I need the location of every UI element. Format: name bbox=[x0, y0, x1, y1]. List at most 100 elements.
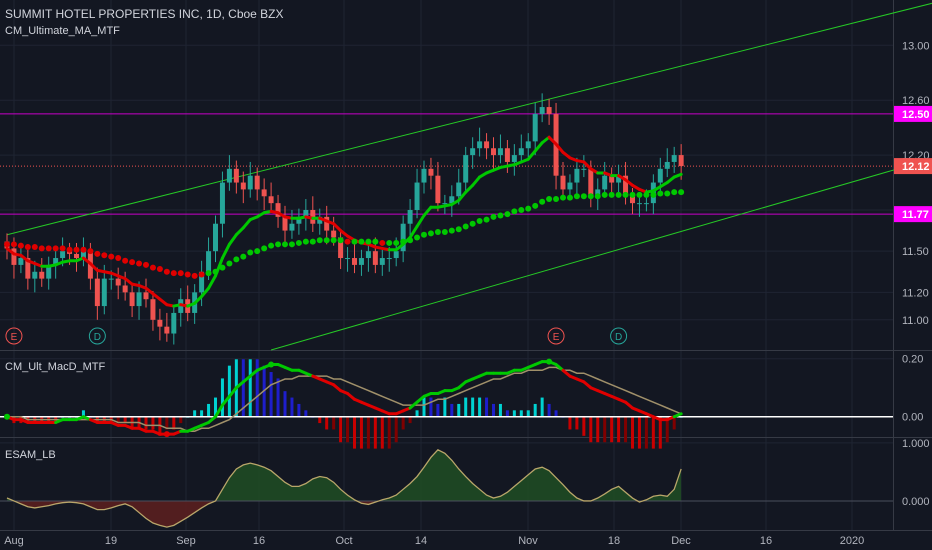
candle-body[interactable] bbox=[358, 258, 364, 265]
macd-histogram-bar[interactable] bbox=[554, 410, 558, 417]
candle-body[interactable] bbox=[463, 155, 469, 183]
ma-dot[interactable] bbox=[309, 238, 316, 245]
ma-dot[interactable] bbox=[275, 241, 282, 248]
ma-dot[interactable] bbox=[532, 202, 539, 209]
ma-dot[interactable] bbox=[295, 239, 302, 246]
earnings-marker[interactable]: E bbox=[547, 327, 565, 345]
ma-dot[interactable] bbox=[282, 241, 288, 248]
ma-dot[interactable] bbox=[108, 253, 115, 260]
candle-body[interactable] bbox=[32, 271, 38, 279]
ma-dot[interactable] bbox=[608, 191, 615, 198]
macd-cross-dot[interactable] bbox=[268, 361, 275, 368]
candle-body[interactable] bbox=[164, 326, 170, 334]
ma-dot[interactable] bbox=[184, 271, 191, 278]
ma-line-segment[interactable] bbox=[533, 141, 544, 153]
macd-line-segment[interactable] bbox=[457, 380, 468, 390]
macd-line-segment[interactable] bbox=[332, 383, 343, 393]
macd-histogram-bar[interactable] bbox=[172, 416, 176, 430]
ma-dot[interactable] bbox=[52, 245, 59, 252]
ma-dot[interactable] bbox=[129, 259, 136, 266]
dividend-marker[interactable]: D bbox=[610, 327, 628, 345]
ma-dot[interactable] bbox=[566, 194, 573, 201]
candle-body[interactable] bbox=[393, 251, 399, 259]
candle-body[interactable] bbox=[602, 175, 608, 190]
macd-cross-dot[interactable] bbox=[163, 431, 170, 438]
candle-body[interactable] bbox=[129, 292, 135, 307]
macd-histogram-bar[interactable] bbox=[672, 416, 676, 430]
candle-body[interactable] bbox=[546, 107, 552, 114]
ma-dot[interactable] bbox=[226, 260, 233, 267]
ma-line-segment[interactable] bbox=[207, 274, 217, 290]
candle-body[interactable] bbox=[94, 278, 100, 307]
ma-dot[interactable] bbox=[539, 198, 546, 205]
macd-histogram-bar[interactable] bbox=[318, 416, 322, 424]
macd-histogram-bar[interactable] bbox=[227, 365, 231, 417]
macd-line-segment[interactable] bbox=[624, 400, 634, 410]
candle-body[interactable] bbox=[289, 223, 295, 231]
candle-body[interactable] bbox=[18, 258, 24, 265]
ma-dot[interactable] bbox=[191, 272, 198, 279]
candle-body[interactable] bbox=[46, 264, 52, 279]
macd-histogram-bar[interactable] bbox=[346, 416, 350, 443]
ma-dot[interactable] bbox=[156, 266, 163, 273]
esam-pane[interactable] bbox=[0, 448, 893, 528]
ma-dot[interactable] bbox=[379, 239, 386, 246]
macd-histogram-bar[interactable] bbox=[665, 416, 669, 443]
candle-body[interactable] bbox=[616, 175, 622, 183]
candle-body[interactable] bbox=[609, 175, 615, 183]
macd-histogram-bar[interactable] bbox=[624, 416, 628, 443]
ma-dot[interactable] bbox=[386, 239, 393, 246]
ma-dot[interactable] bbox=[365, 238, 372, 245]
macd-histogram-bar[interactable] bbox=[339, 416, 343, 443]
ma-dot[interactable] bbox=[163, 268, 170, 275]
ma-dot[interactable] bbox=[254, 248, 261, 255]
macd-histogram-bar[interactable] bbox=[582, 416, 586, 436]
macd-line-segment[interactable] bbox=[241, 374, 252, 384]
macd-histogram-bar[interactable] bbox=[214, 397, 217, 417]
ma-dot[interactable] bbox=[358, 238, 365, 245]
ma-dot[interactable] bbox=[483, 216, 490, 223]
macd-line-segment[interactable] bbox=[248, 368, 259, 378]
candle-body[interactable] bbox=[122, 285, 128, 293]
macd-histogram-bar[interactable] bbox=[255, 359, 259, 417]
ma-dot[interactable] bbox=[261, 245, 268, 252]
macd-histogram-bar[interactable] bbox=[165, 416, 169, 430]
macd-histogram-bar[interactable] bbox=[332, 416, 336, 430]
macd-indicator-label[interactable]: CM_Ult_MacD_MTF bbox=[5, 361, 106, 373]
macd-histogram-bar[interactable] bbox=[200, 410, 204, 417]
macd-histogram-bar[interactable] bbox=[366, 416, 370, 449]
macd-histogram-bar[interactable] bbox=[290, 397, 294, 417]
candle-body[interactable] bbox=[101, 278, 107, 307]
candle-body[interactable] bbox=[226, 168, 232, 183]
ma-dot[interactable] bbox=[212, 268, 219, 275]
macd-histogram-bar[interactable] bbox=[353, 416, 356, 449]
candle-body[interactable] bbox=[574, 168, 580, 183]
ma-dot[interactable] bbox=[462, 223, 469, 230]
candle-body[interactable] bbox=[206, 251, 212, 272]
macd-histogram-bar[interactable] bbox=[443, 397, 447, 417]
macd-line-segment[interactable] bbox=[408, 400, 419, 410]
macd-line-segment[interactable] bbox=[227, 386, 238, 398]
ma-dot[interactable] bbox=[316, 237, 323, 244]
channel-lower-line[interactable] bbox=[270, 155, 932, 351]
candle-body[interactable] bbox=[171, 312, 177, 334]
ma-dot[interactable] bbox=[594, 193, 601, 200]
macd-histogram-bar[interactable] bbox=[603, 416, 607, 443]
ma-dot[interactable] bbox=[87, 248, 94, 255]
macd-histogram-bar[interactable] bbox=[394, 416, 398, 443]
ma-dot[interactable] bbox=[122, 257, 129, 264]
candle-body[interactable] bbox=[595, 189, 601, 197]
macd-histogram-bar[interactable] bbox=[248, 359, 252, 417]
ma-dot[interactable] bbox=[469, 220, 476, 227]
macd-histogram-bar[interactable] bbox=[512, 410, 516, 417]
ma-dot[interactable] bbox=[302, 238, 309, 245]
macd-histogram-bar[interactable] bbox=[158, 416, 162, 436]
ma-dot[interactable] bbox=[546, 196, 553, 203]
candle-body[interactable] bbox=[317, 216, 323, 224]
ma-dot[interactable] bbox=[400, 238, 407, 245]
candle-body[interactable] bbox=[240, 182, 246, 190]
ma-dot[interactable] bbox=[525, 205, 532, 212]
macd-histogram-bar[interactable] bbox=[505, 410, 509, 417]
candle-body[interactable] bbox=[477, 141, 483, 149]
macd-histogram-bar[interactable] bbox=[144, 416, 148, 430]
